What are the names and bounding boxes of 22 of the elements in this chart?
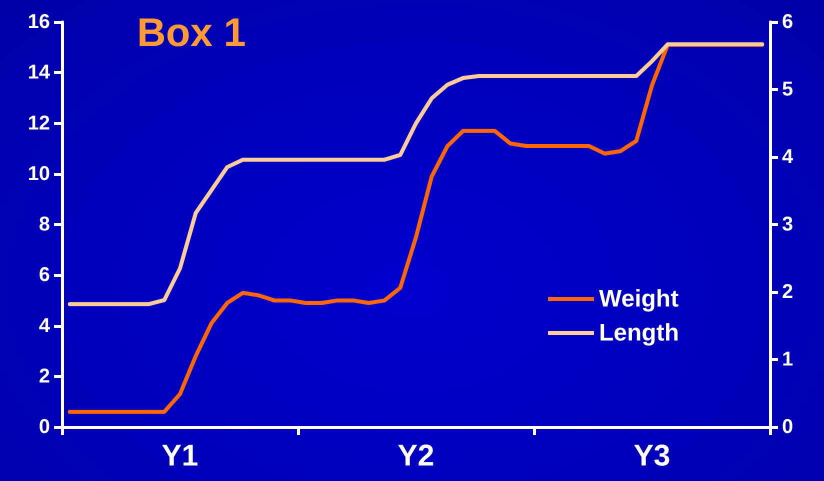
- x-tick-label: Y2: [398, 440, 434, 472]
- y-tick-label: 0: [38, 416, 50, 438]
- legend-label: Length: [599, 320, 680, 346]
- y-tick-label: 14: [28, 62, 51, 84]
- y2-tick-label: 1: [782, 348, 794, 370]
- y-tick-label: 10: [28, 162, 50, 185]
- y-tick-label: 2: [38, 365, 50, 388]
- y-tick-label: 4: [38, 314, 51, 337]
- x-tick-label: Y1: [162, 440, 198, 472]
- y2-tick-label: 4: [782, 146, 794, 168]
- y-tick-label: 8: [38, 214, 50, 236]
- x-tick-label: Y3: [634, 440, 670, 472]
- y-tick-label: 16: [28, 11, 50, 33]
- y2-tick-label: 6: [782, 11, 794, 33]
- y-tick-label: 6: [38, 264, 50, 286]
- legend-label: Weight: [599, 286, 679, 312]
- y2-tick-label: 3: [782, 214, 794, 236]
- chart-title: Box 1: [137, 11, 246, 55]
- y2-tick-label: 2: [782, 281, 794, 303]
- y2-tick-label: 0: [782, 416, 794, 438]
- y2-tick-label: 5: [782, 78, 794, 100]
- y-tick-label: 12: [28, 112, 50, 134]
